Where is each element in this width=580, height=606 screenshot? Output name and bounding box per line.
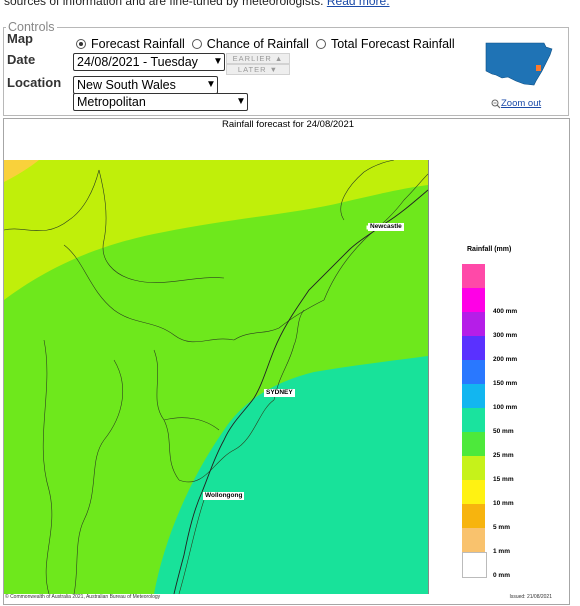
radio-label: Total Forecast Rainfall [330,37,455,51]
magnifier-icon [491,99,501,108]
legend-swatch [462,360,485,384]
legend-label: 200 mm [493,356,518,363]
rainfall-region-coastal [154,356,428,594]
legend-swatch [462,312,485,336]
map-type-radio-group: Forecast Rainfall Chance of Rainfall Tot… [76,37,462,51]
date-select-value: 24/08/2021 - Tuesday [77,55,198,69]
legend-title: Rainfall (mm) [467,246,512,253]
later-button[interactable]: LATER ▼ [226,64,290,75]
legend-label: 300 mm [493,332,518,339]
rainfall-legend: Rainfall (mm) 400 mm 300 mm 200 mm 150 mm 10… [428,160,553,594]
map-label: Map [7,31,33,46]
legend-label: 5 mm [493,524,510,531]
legend-swatch [462,264,485,288]
legend-swatch [462,336,485,360]
earlier-label: EARLIER [232,54,272,63]
legend-label: 400 mm [493,308,518,315]
date-label: Date [7,52,36,67]
legend-swatch [462,480,485,504]
rainfall-map-svg [4,160,428,594]
chevron-down-icon: ▼ [213,56,223,67]
radio-label: Chance of Rainfall [206,37,309,51]
place-label-sydney: SYDNEY [264,389,295,397]
state-select-value: New South Wales [77,78,176,92]
legend-swatch [462,456,485,480]
legend-swatch [462,432,485,456]
zoom-out-link[interactable]: Zoom out [491,98,541,109]
legend-label: 50 mm [493,428,514,435]
chevron-down-icon: ▼ [236,96,246,107]
radio-forecast-rainfall[interactable]: Forecast Rainfall [76,37,185,51]
legend-swatch [462,408,485,432]
radio-empty-icon[interactable] [315,39,326,49]
legend-label: 0 mm [493,572,510,579]
legend-swatch [462,528,485,552]
controls-panel: Controls [3,20,569,116]
chevron-down-icon: ▼ [206,79,216,90]
map-issued-date: Issued: 21/08/2021 [509,594,552,600]
legend-label: 15 mm [493,476,514,483]
legend-swatch [462,552,487,578]
legend-label: 100 mm [493,404,518,411]
map-title: Rainfall forecast for 24/08/2021 [221,119,355,130]
location-label: Location [7,75,62,90]
chevron-down-icon: ▼ [269,65,279,74]
later-label: LATER [237,65,267,74]
map-credit: © Commonwealth of Australia 2021, Austra… [5,594,161,600]
date-select[interactable]: 24/08/2021 - Tuesday ▼ [73,53,225,71]
legend-label: 150 mm [493,380,518,387]
legend-label: 10 mm [493,500,514,507]
intro-sentence: sources of information and are fine-tune… [4,0,324,8]
region-select[interactable]: Metropolitan ▼ [73,93,248,111]
nsw-mini-map[interactable] [484,41,554,89]
legend-label: 25 mm [493,452,514,459]
rainfall-map[interactable]: Newcastle SYDNEY Wollongong [4,160,428,594]
legend-label: 1 mm [493,548,510,555]
legend-swatch [462,504,485,528]
controls-legend: Controls [8,20,55,34]
radio-selected-icon[interactable] [76,39,86,49]
radio-label: Forecast Rainfall [91,37,185,51]
zoom-out-label: Zoom out [501,98,542,109]
read-more-link[interactable]: Read more. [326,0,390,8]
orange-patch [4,160,39,182]
chevron-up-icon: ▲ [274,54,284,63]
place-label-newcastle: Newcastle [368,223,404,231]
intro-text: sources of information and are fine-tune… [4,0,390,8]
legend-swatch [462,288,485,312]
legend-swatch [462,384,485,408]
place-label-wollongong: Wollongong [203,492,245,500]
radio-total-forecast-rainfall[interactable]: Total Forecast Rainfall [315,37,455,51]
state-select[interactable]: New South Wales ▼ [73,76,218,94]
radio-chance-of-rainfall[interactable]: Chance of Rainfall [191,37,309,51]
earlier-button[interactable]: EARLIER ▲ [226,53,290,64]
coastline [173,189,428,594]
region-select-value: Metropolitan [77,95,146,109]
radio-empty-icon[interactable] [191,39,202,49]
